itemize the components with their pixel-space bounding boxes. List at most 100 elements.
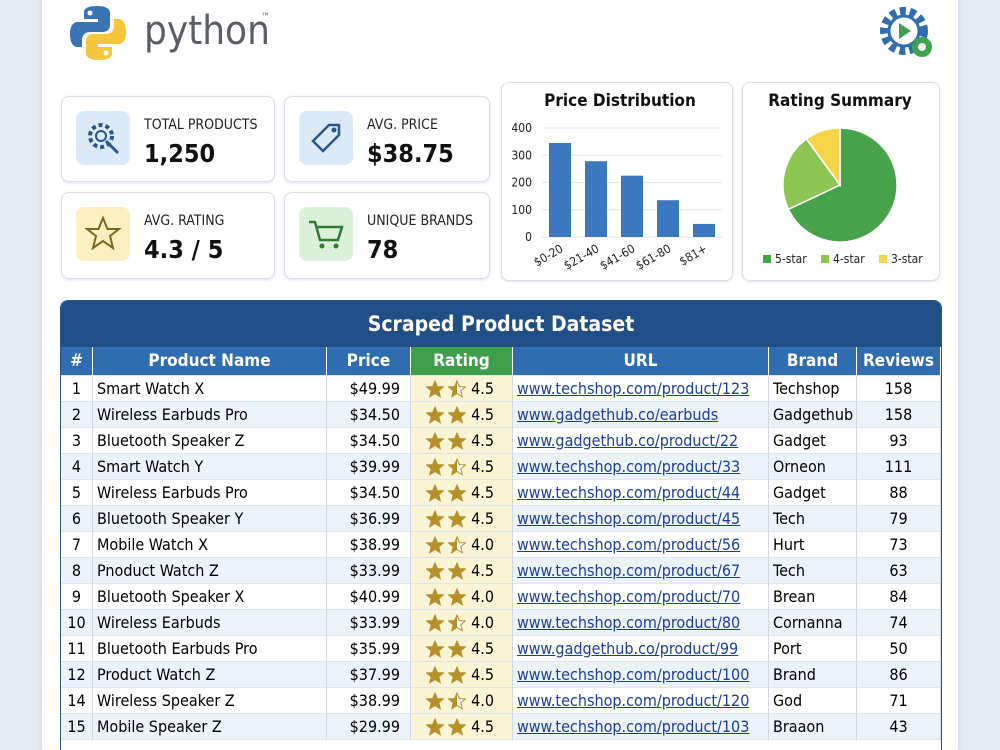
product-link[interactable]: www.techshop.com/product/70: [517, 587, 741, 606]
product-link[interactable]: www.gadgethub.co/earbuds: [517, 405, 719, 424]
table-cell: www.techshop.com/product/56: [513, 532, 769, 558]
cell-text: Wireless Earbuds Pro: [97, 405, 248, 424]
stat-icon: [76, 111, 130, 165]
table-cell: Mobile Speaker Z: [93, 714, 327, 740]
cell-text: Mobile Speaker Z: [97, 717, 222, 736]
table-cell: Product Watch Z: [93, 662, 327, 688]
column-header: URL: [513, 347, 769, 376]
logo-text: python: [144, 8, 270, 54]
table-cell: 4.5: [411, 402, 513, 428]
cell-text: 4.0: [471, 613, 494, 632]
stat-value: 78: [367, 235, 399, 264]
star-icon: [448, 380, 466, 398]
product-link[interactable]: www.techshop.com/product/123: [517, 379, 750, 398]
cell-text: 74: [889, 613, 908, 632]
product-link[interactable]: www.gadgethub.co/product/99: [517, 639, 739, 658]
table-cell: 84: [857, 584, 941, 610]
chart-title: Rating Summary: [768, 91, 911, 111]
table-cell: 1: [61, 376, 93, 402]
table-cell: 4.0: [411, 532, 513, 558]
table-cell: www.techshop.com/product/100: [513, 662, 769, 688]
cell-text: Gadgethub: [773, 405, 854, 424]
table-cell: www.techshop.com/product/44: [513, 480, 769, 506]
cell-text: Orneon: [773, 457, 826, 476]
cell-text: 6: [71, 509, 82, 528]
settings-icon[interactable]: [876, 4, 936, 60]
pie-slice: [782, 137, 842, 211]
cell-text: 7: [71, 535, 82, 554]
table-cell: Tech: [769, 558, 857, 584]
cell-text: 5: [71, 483, 82, 502]
table-cell: 93: [857, 428, 941, 454]
table-cell: 11: [61, 636, 93, 662]
table-cell: Brean: [769, 584, 857, 610]
cell-text: $34.50: [349, 431, 400, 450]
table-cell: www.gadgethub.co/product/99: [513, 636, 769, 662]
table-cell: 79: [857, 506, 941, 532]
product-link[interactable]: www.techshop.com/product/100: [517, 665, 750, 684]
table-cell: God: [769, 688, 857, 714]
table-cell: 4.5: [411, 662, 513, 688]
table-cell: Wireless Earbuds Pro: [93, 480, 327, 506]
cell-text: Gadget: [773, 483, 826, 502]
table-cell: 4.5: [411, 454, 513, 480]
bar-chart: Price Distribution 0 100 200 300 400 $0-20$21…: [511, 91, 722, 273]
star-icon: [426, 406, 444, 424]
cell-text: 2: [71, 405, 82, 424]
cell-text: 4.5: [471, 665, 494, 684]
table-cell: $40.99: [327, 584, 411, 610]
table-cell: $36.99: [327, 506, 411, 532]
star-icon: [448, 666, 466, 684]
cell-text: Mobile Watch X: [97, 535, 208, 554]
product-link[interactable]: www.techshop.com/product/103: [517, 717, 750, 736]
cell-text: Bluetooth Speaker Y: [97, 509, 244, 528]
cell-text: Hurt: [773, 535, 805, 554]
product-link[interactable]: www.techshop.com/product/67: [517, 561, 741, 580]
cell-text: Bluetooth Earbuds Pro: [97, 639, 258, 658]
cell-text: 10: [67, 613, 86, 632]
cell-text: Port: [773, 639, 802, 658]
product-link[interactable]: www.techshop.com/product/33: [517, 457, 741, 476]
cell-text: Cornanna: [773, 613, 843, 632]
cell-text: Smart Watch X: [97, 379, 205, 398]
cell-text: Product Watch Z: [97, 665, 216, 684]
cell-text: Braaon: [773, 717, 825, 736]
star-icon: [426, 536, 444, 554]
product-link[interactable]: www.techshop.com/product/44: [517, 483, 741, 502]
y-tick-label: 400: [511, 121, 532, 135]
x-tick-label: $61-80: [633, 241, 673, 272]
column-header: #: [61, 347, 93, 376]
star-icon: [426, 614, 444, 632]
cell-text: Wireless Earbuds: [97, 613, 221, 632]
table-cell: Gadgethub: [769, 402, 857, 428]
table-cell: Techshop: [769, 376, 857, 402]
product-link[interactable]: www.techshop.com/product/45: [517, 509, 741, 528]
cell-text: 4.5: [471, 431, 494, 450]
stat-label: AVG. PRICE: [367, 117, 438, 133]
cell-text: 88: [889, 483, 908, 502]
product-link[interactable]: www.techshop.com/product/120: [517, 691, 750, 710]
table-cell: Smart Watch Y: [93, 454, 327, 480]
table-cell: 111: [857, 454, 941, 480]
table-cell: www.techshop.com/product/103: [513, 714, 769, 740]
table-cell: $38.99: [327, 688, 411, 714]
pie-slice: [805, 127, 841, 188]
table-cell: 43: [857, 714, 941, 740]
table-cell: 73: [857, 532, 941, 558]
table-cell: Pnoduct Watch Z: [93, 558, 327, 584]
cell-text: 3: [71, 431, 82, 450]
cell-text: Brean: [773, 587, 816, 606]
table-cell: Bluetooth Speaker X: [93, 584, 327, 610]
table-cell: 10: [61, 610, 93, 636]
table-cell: Cornanna: [769, 610, 857, 636]
product-link[interactable]: www.gadgethub.co/product/22: [517, 431, 739, 450]
star-icon: [426, 692, 444, 710]
product-link[interactable]: www.techshop.com/product/80: [517, 613, 741, 632]
table-cell: Braaon: [769, 714, 857, 740]
table-cell: 4.5: [411, 376, 513, 402]
product-link[interactable]: www.techshop.com/product/56: [517, 535, 741, 554]
star-icon: [426, 666, 444, 684]
chart-card: Price Distribution 0 100 200 300 400 $0-20 $21…: [501, 82, 733, 281]
bar: [693, 223, 715, 237]
